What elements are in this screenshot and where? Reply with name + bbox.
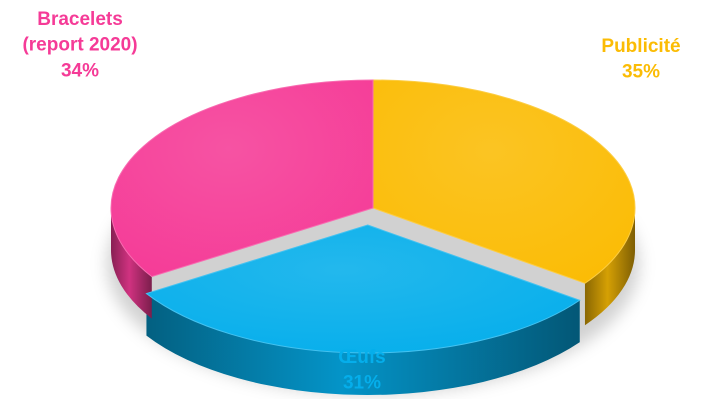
- slice-label-publicit-: Publicité 35%: [601, 36, 680, 83]
- slice-side--ufs: [146, 293, 580, 395]
- slice-side-publicit-: [584, 208, 635, 326]
- slice-label--ufs: Œufs 31%: [338, 347, 386, 394]
- slice--ufs[interactable]: [145, 224, 581, 354]
- slice-labels: Publicité 35% Œufs 31% Bracelets (report 2020…: [22, 9, 680, 394]
- slice-side-bracelets-report-2020-: [111, 208, 152, 319]
- slice-publicit-[interactable]: [372, 79, 636, 284]
- slice-label-bracelets-report-2020-: Bracelets (report 2020) 34%: [22, 9, 137, 81]
- slice-bracelets-report-2020-[interactable]: [110, 79, 374, 278]
- pie-top: [110, 79, 636, 354]
